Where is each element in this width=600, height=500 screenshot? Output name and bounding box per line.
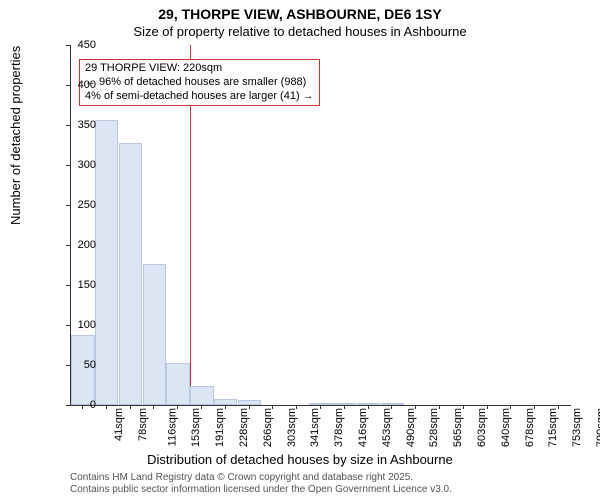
x-tick-label: 341sqm xyxy=(310,408,322,447)
histogram-bar xyxy=(214,399,237,405)
chart-title-sub: Size of property relative to detached ho… xyxy=(0,24,600,39)
x-tick-label: 790sqm xyxy=(595,408,600,447)
x-tick-mark xyxy=(415,405,416,409)
x-tick-mark xyxy=(391,405,392,409)
y-tick-mark xyxy=(66,405,70,406)
x-tick-mark xyxy=(153,405,154,409)
x-tick-label: 266sqm xyxy=(262,408,274,447)
x-tick-label: 678sqm xyxy=(524,408,536,447)
histogram-bar xyxy=(333,403,356,405)
x-tick-label: 753sqm xyxy=(571,408,583,447)
x-tick-mark xyxy=(368,405,369,409)
x-tick-mark xyxy=(249,405,250,409)
y-tick-label: 100 xyxy=(56,319,96,331)
histogram-bar xyxy=(95,120,118,405)
y-tick-mark xyxy=(66,85,70,86)
footer-line: Contains HM Land Registry data © Crown c… xyxy=(70,472,452,484)
histogram-bar xyxy=(119,143,142,405)
x-tick-mark xyxy=(487,405,488,409)
x-tick-label: 41sqm xyxy=(113,408,125,441)
footer-line: Contains public sector information licen… xyxy=(70,484,452,496)
x-tick-mark xyxy=(106,405,107,409)
x-tick-label: 565sqm xyxy=(452,408,464,447)
x-tick-mark xyxy=(272,405,273,409)
chart-footer: Contains HM Land Registry data © Crown c… xyxy=(70,472,452,496)
y-tick-mark xyxy=(66,285,70,286)
y-tick-mark xyxy=(66,245,70,246)
y-tick-label: 50 xyxy=(56,359,96,371)
y-tick-label: 250 xyxy=(56,199,96,211)
x-tick-mark xyxy=(510,405,511,409)
histogram-chart: 29, THORPE VIEW, ASHBOURNE, DE6 1SY Size… xyxy=(0,0,600,500)
x-tick-label: 640sqm xyxy=(500,408,512,447)
x-tick-mark xyxy=(177,405,178,409)
y-tick-mark xyxy=(66,125,70,126)
y-tick-label: 150 xyxy=(56,279,96,291)
annotation-box: 29 THORPE VIEW: 220sqm← 96% of detached … xyxy=(79,59,320,106)
y-tick-mark xyxy=(66,325,70,326)
x-tick-mark xyxy=(130,405,131,409)
x-tick-mark xyxy=(463,405,464,409)
x-tick-mark xyxy=(344,405,345,409)
y-tick-mark xyxy=(66,165,70,166)
x-tick-label: 528sqm xyxy=(429,408,441,447)
y-tick-label: 400 xyxy=(56,79,96,91)
x-axis-label: Distribution of detached houses by size … xyxy=(0,452,600,467)
x-tick-label: 153sqm xyxy=(190,408,202,447)
x-tick-mark xyxy=(296,405,297,409)
plot-area: 29 THORPE VIEW: 220sqm← 96% of detached … xyxy=(70,45,571,406)
y-tick-label: 300 xyxy=(56,159,96,171)
x-tick-label: 191sqm xyxy=(214,408,226,447)
x-tick-label: 378sqm xyxy=(333,408,345,447)
histogram-bar xyxy=(166,363,189,405)
x-tick-mark xyxy=(534,405,535,409)
histogram-bar xyxy=(190,386,213,405)
x-tick-mark xyxy=(320,405,321,409)
y-axis-label: Number of detached properties xyxy=(8,46,23,225)
x-tick-label: 116sqm xyxy=(166,408,178,446)
x-tick-label: 603sqm xyxy=(476,408,488,447)
x-tick-mark xyxy=(201,405,202,409)
annotation-line: 29 THORPE VIEW: 220sqm xyxy=(85,62,314,76)
x-tick-label: 416sqm xyxy=(357,408,369,447)
x-tick-mark xyxy=(225,405,226,409)
x-tick-mark xyxy=(439,405,440,409)
x-tick-label: 453sqm xyxy=(381,408,393,447)
y-tick-mark xyxy=(66,365,70,366)
x-tick-label: 303sqm xyxy=(286,408,298,447)
y-tick-mark xyxy=(66,205,70,206)
x-tick-label: 228sqm xyxy=(238,408,250,447)
histogram-bar xyxy=(143,264,166,405)
x-tick-label: 78sqm xyxy=(137,408,149,441)
annotation-line: ← 96% of detached houses are smaller (98… xyxy=(85,76,314,90)
annotation-line: 4% of semi-detached houses are larger (4… xyxy=(85,90,314,104)
chart-title-main: 29, THORPE VIEW, ASHBOURNE, DE6 1SY xyxy=(0,6,600,22)
x-tick-label: 490sqm xyxy=(405,408,417,447)
y-tick-label: 350 xyxy=(56,119,96,131)
y-tick-label: 0 xyxy=(56,399,96,411)
y-tick-mark xyxy=(66,45,70,46)
x-tick-mark xyxy=(82,405,83,409)
x-tick-label: 715sqm xyxy=(548,408,560,447)
y-tick-label: 200 xyxy=(56,239,96,251)
y-tick-label: 450 xyxy=(56,39,96,51)
x-tick-mark xyxy=(558,405,559,409)
